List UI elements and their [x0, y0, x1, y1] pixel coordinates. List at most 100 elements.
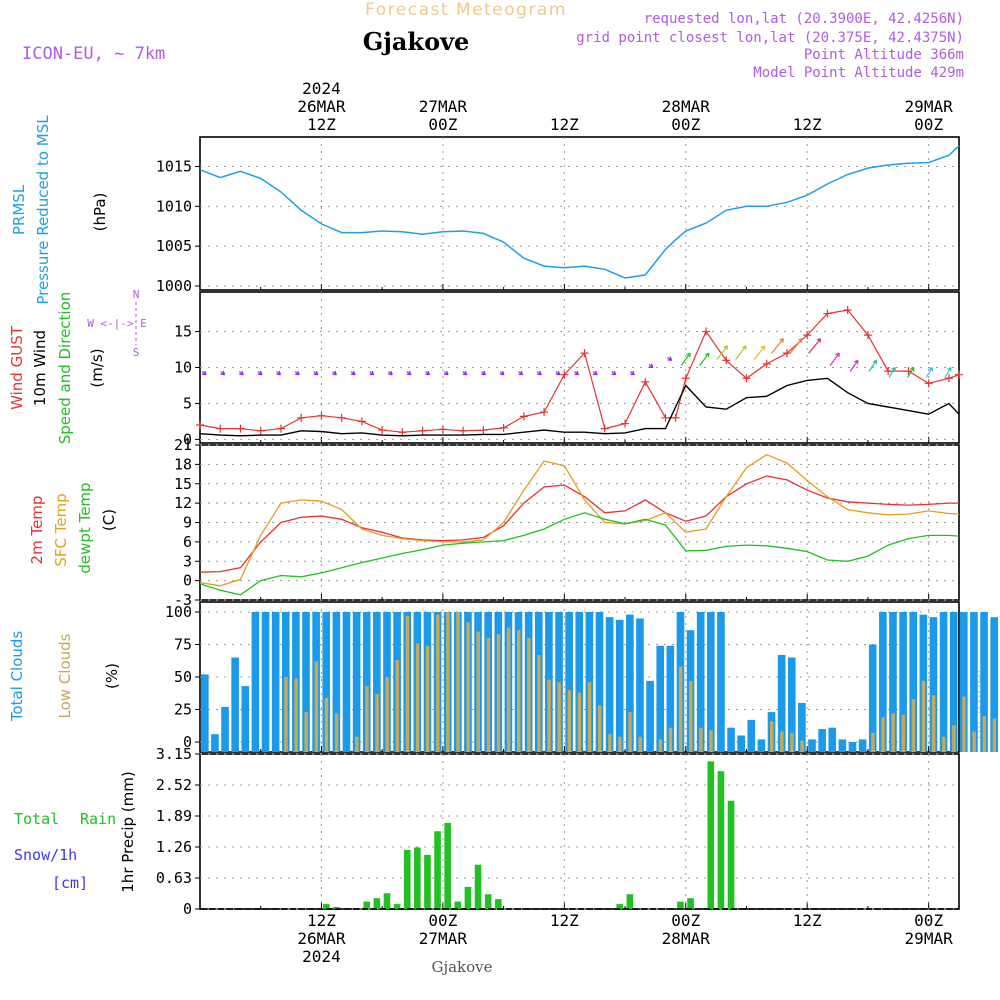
- wind-arrow-head: [853, 359, 859, 365]
- wind-arrow-head: [797, 338, 803, 343]
- precip-title-snow: Snow/1h: [14, 846, 77, 864]
- total-cloud-bar: [251, 612, 260, 752]
- total-cloud-bar: [899, 612, 907, 752]
- gust-marker: [216, 424, 225, 433]
- total-cloud-bar: [656, 645, 665, 752]
- wind-arrow-head: [760, 345, 766, 350]
- gust-marker: [378, 426, 387, 435]
- bottom-time-label: 00Z: [428, 911, 457, 930]
- total-cloud-bar: [960, 612, 968, 752]
- low-cloud-bar: [972, 731, 976, 752]
- y-tick-label: 0: [183, 900, 192, 918]
- y-tick-label: 0.63: [156, 869, 192, 887]
- total-cloud-bar: [201, 674, 209, 752]
- wind-arrow-head: [276, 370, 282, 376]
- gust-marker: [438, 425, 447, 434]
- top-time-label: 12Z: [793, 115, 822, 134]
- total-cloud-bar: [646, 680, 654, 752]
- bottom-time-label: 28MAR: [662, 929, 711, 948]
- gust-marker: [540, 408, 549, 417]
- gust-marker: [236, 424, 245, 433]
- total-cloud-bar: [211, 734, 219, 752]
- total-cloud-bar: [939, 612, 948, 752]
- temp-2m-line: [199, 475, 959, 573]
- cloud-axis-titles: Total Clouds Low Clouds (%): [8, 631, 121, 723]
- rain-bar: [494, 899, 502, 909]
- rain-bar: [727, 800, 735, 909]
- location-title: Gjakove: [363, 27, 470, 56]
- rain-bar: [687, 898, 694, 909]
- gust-marker: [459, 426, 468, 435]
- wind-arrow-head: [369, 370, 375, 376]
- top-time-label: 28MAR: [662, 97, 711, 116]
- model-name: ICON-EU, ~ 7km: [22, 44, 165, 64]
- compass-s: S: [133, 346, 140, 359]
- wind-line: [199, 377, 960, 437]
- rain-bar: [424, 854, 431, 909]
- gust-marker: [641, 377, 650, 386]
- total-cloud-bar: [332, 612, 341, 752]
- wind-arrow-head: [891, 366, 896, 372]
- low-cloud-bar: [901, 714, 905, 752]
- low-cloud-bar: [780, 731, 784, 752]
- wind-arrow-head: [332, 370, 337, 376]
- gust-marker: [823, 309, 832, 318]
- low-cloud-bar: [597, 705, 602, 752]
- precip-unit: 1hr Precip (mm): [119, 771, 137, 892]
- total-cloud-bar: [747, 719, 756, 752]
- y-tick-label: 3: [183, 552, 192, 570]
- low-cloud-bar: [628, 712, 632, 752]
- total-cloud-bar: [352, 612, 361, 752]
- gust-marker: [317, 411, 326, 420]
- bottom-time-label: 12Z: [793, 911, 822, 930]
- gust-marker: [742, 374, 751, 383]
- bottom-time-label: 2024: [302, 947, 341, 966]
- total-cloud-bar: [848, 742, 857, 752]
- rain-bar: [616, 904, 624, 909]
- total-cloud-bar: [626, 614, 634, 752]
- top-time-label: 26MAR: [297, 97, 346, 116]
- y-tick-label: 9: [183, 514, 192, 532]
- bottom-time-label: 12Z: [307, 911, 336, 930]
- top-time-label: 00Z: [671, 115, 700, 134]
- total-cloud-bar: [818, 729, 826, 752]
- gust-marker: [276, 424, 285, 433]
- y-tick-label: 1005: [156, 237, 192, 255]
- total-cloud-bar: [949, 612, 958, 752]
- wind-arrow-shaft: [944, 367, 952, 378]
- bottom-time-label: 12Z: [550, 911, 579, 930]
- bottom-time-label: 27MAR: [419, 929, 468, 948]
- total-cloud-bar: [828, 727, 837, 752]
- low-cloud-bar: [800, 740, 804, 752]
- wind-arrow-shaft: [925, 367, 933, 378]
- total-cloud-bar: [595, 612, 604, 752]
- wind-arrow-head: [947, 366, 952, 372]
- total-cloud-bar: [909, 612, 918, 752]
- y-tick-label: 15: [174, 475, 192, 493]
- low-cloud-bar: [891, 713, 895, 752]
- rain-bar: [333, 907, 340, 909]
- gridpoint-coords: grid point closest lon,lat (20.375E, 42.…: [576, 30, 964, 46]
- y-tick-label: 21: [174, 436, 192, 454]
- top-time-label: 12Z: [307, 115, 336, 134]
- rain-bar: [677, 901, 684, 909]
- total-cloud-bar: [696, 612, 705, 752]
- wind-arrow-head: [648, 363, 654, 369]
- low-cloud-bar: [425, 645, 430, 752]
- wind-arrow-shaft: [829, 352, 840, 366]
- wind-arrow-head: [295, 370, 300, 376]
- low-cloud-bar: [557, 682, 561, 752]
- cloud-unit: (%): [103, 663, 121, 689]
- total-cloud-bar: [808, 739, 816, 752]
- total-cloud-bar: [980, 612, 988, 752]
- rain-bar: [707, 761, 715, 909]
- top-time-label: 2024: [302, 79, 341, 98]
- wind-arrow-shaft: [753, 345, 766, 360]
- total-cloud-bar: [261, 612, 270, 752]
- gust-marker: [519, 412, 528, 421]
- low-cloud-bar: [668, 727, 673, 752]
- total-cloud-bar: [858, 739, 867, 752]
- pressure-unit: (hPa): [91, 193, 109, 232]
- wind-arrow-head: [350, 370, 356, 376]
- gust-marker: [863, 331, 872, 340]
